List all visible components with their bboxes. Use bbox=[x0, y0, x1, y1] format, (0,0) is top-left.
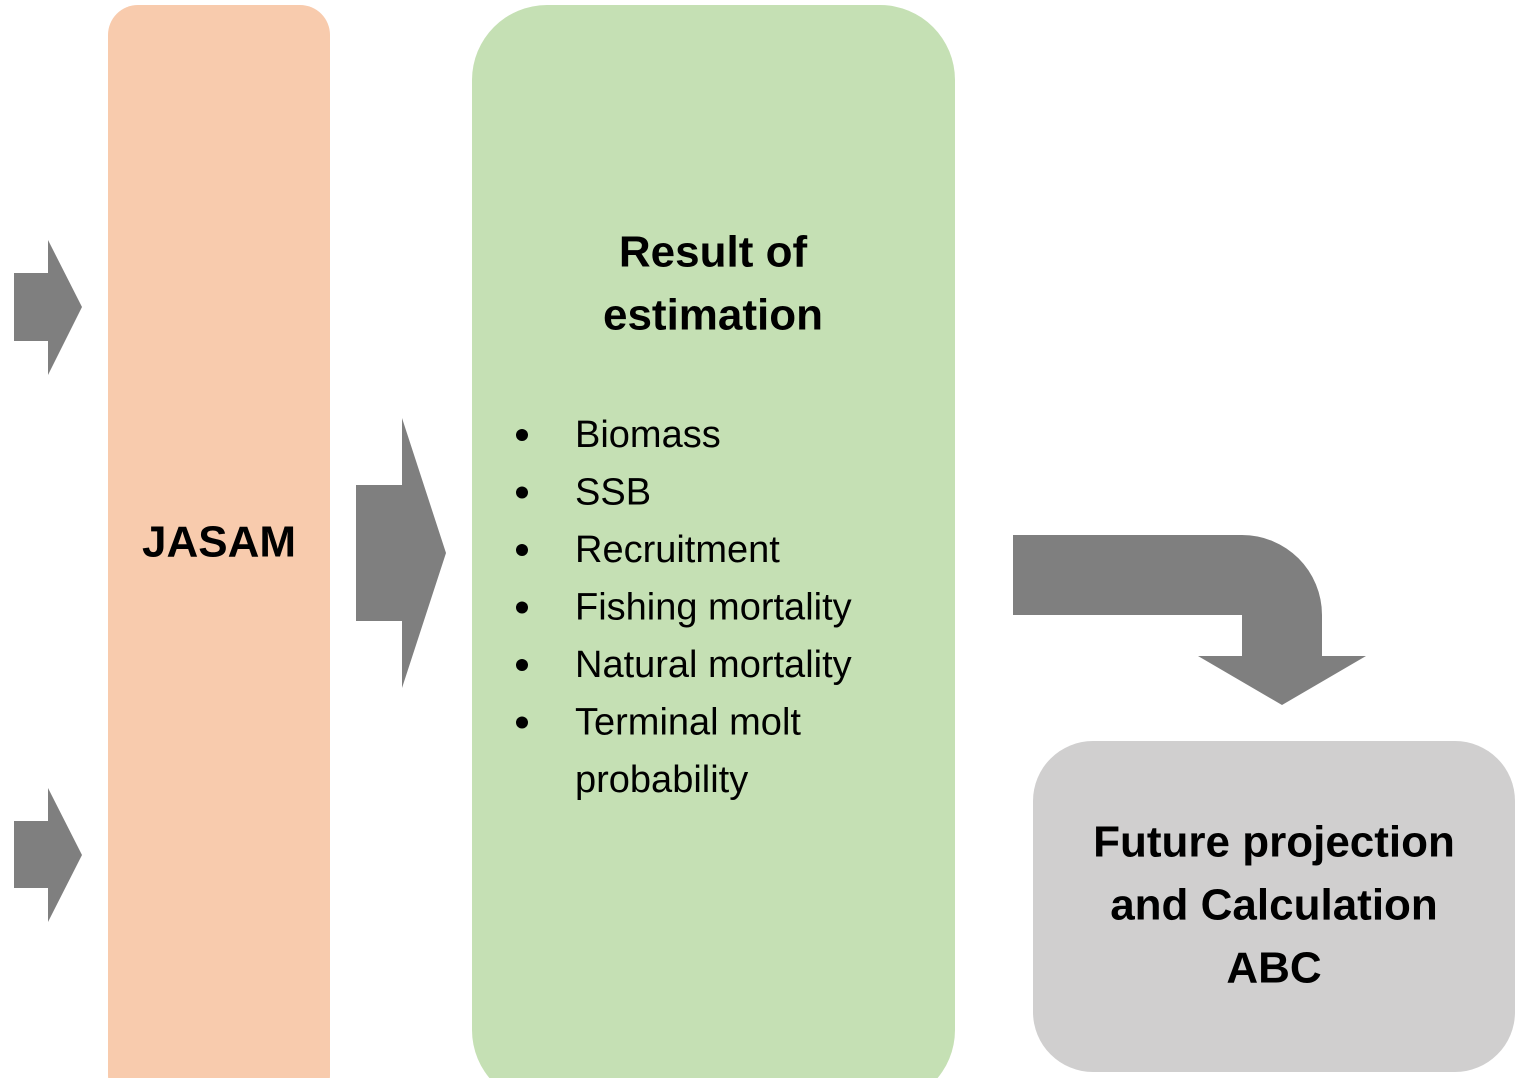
input-arrow bbox=[14, 788, 82, 922]
bullet-item: Fishing mortality bbox=[575, 587, 852, 629]
bullet bbox=[516, 486, 528, 499]
jasam-box bbox=[108, 5, 330, 1078]
flow-arrow bbox=[356, 418, 446, 688]
bullet-item: Terminal molt bbox=[575, 702, 801, 744]
texts: JASAM Result of estimation Biomass SSB Recrui… bbox=[142, 228, 1455, 993]
projection-box bbox=[1033, 741, 1515, 1072]
bullet bbox=[516, 659, 528, 671]
bullet-item: SSB bbox=[575, 472, 651, 514]
bullet bbox=[516, 716, 528, 729]
node-title: Result of bbox=[619, 228, 808, 277]
bullet bbox=[516, 544, 528, 556]
bullet bbox=[516, 601, 528, 614]
node-title: ABC bbox=[1226, 944, 1321, 993]
node-title: estimation bbox=[603, 291, 823, 340]
bullet-item: Recruitment bbox=[575, 529, 780, 571]
node-title: JASAM bbox=[142, 518, 296, 567]
bullet-item: probability bbox=[575, 759, 748, 801]
bullet bbox=[516, 429, 528, 441]
result-box bbox=[472, 5, 955, 1078]
node-title: and Calculation bbox=[1110, 881, 1438, 930]
bullet-item: Natural mortality bbox=[575, 644, 852, 686]
bent-arrow bbox=[1013, 535, 1366, 705]
node-title: Future projection bbox=[1093, 818, 1455, 867]
input-arrow bbox=[14, 240, 82, 375]
bullet-item: Biomass bbox=[575, 414, 721, 456]
